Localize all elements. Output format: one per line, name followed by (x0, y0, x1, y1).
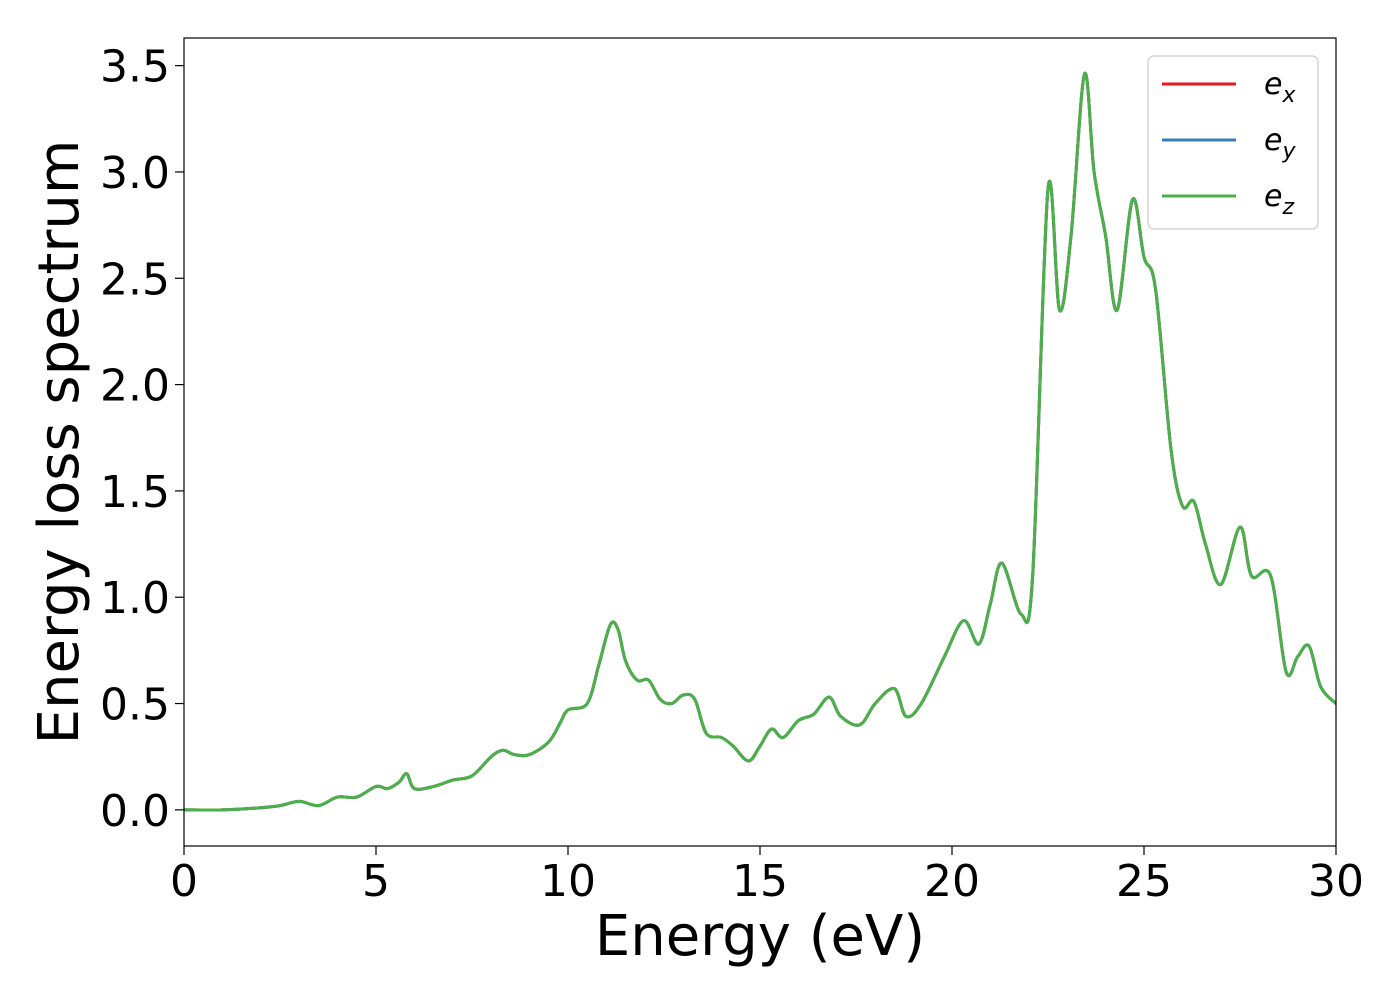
x-tick-label: 10 (540, 856, 596, 907)
x-axis-label: Energy (eV) (595, 904, 925, 969)
y-tick-label: 3.5 (100, 42, 170, 93)
y-axis-label: Energy loss spectrum (27, 140, 92, 745)
y-axis: 0.0 0.5 1.0 1.5 2.0 2.5 3.0 3.5 (100, 42, 184, 837)
y-tick-label: 1.0 (100, 573, 170, 624)
series-line-e-z (184, 71, 1336, 812)
y-tick-label: 2.0 (100, 361, 170, 412)
x-tick-label: 25 (1116, 856, 1172, 907)
y-tick-label: 0.0 (100, 786, 170, 837)
legend-box (1147, 55, 1319, 230)
x-tick-label: 20 (924, 856, 980, 907)
y-tick-label: 3.0 (100, 148, 170, 199)
x-tick-label: 15 (732, 856, 788, 907)
x-tick-label: 30 (1308, 856, 1364, 907)
y-tick-label: 0.5 (100, 680, 170, 731)
y-tick-label: 2.5 (100, 254, 170, 305)
series-layer (184, 71, 1336, 812)
y-tick-label: 1.5 (100, 467, 170, 518)
x-tick-label: 0 (170, 856, 198, 907)
x-tick-label: 5 (362, 856, 390, 907)
x-axis: 0 5 10 15 20 25 30 (170, 846, 1364, 907)
